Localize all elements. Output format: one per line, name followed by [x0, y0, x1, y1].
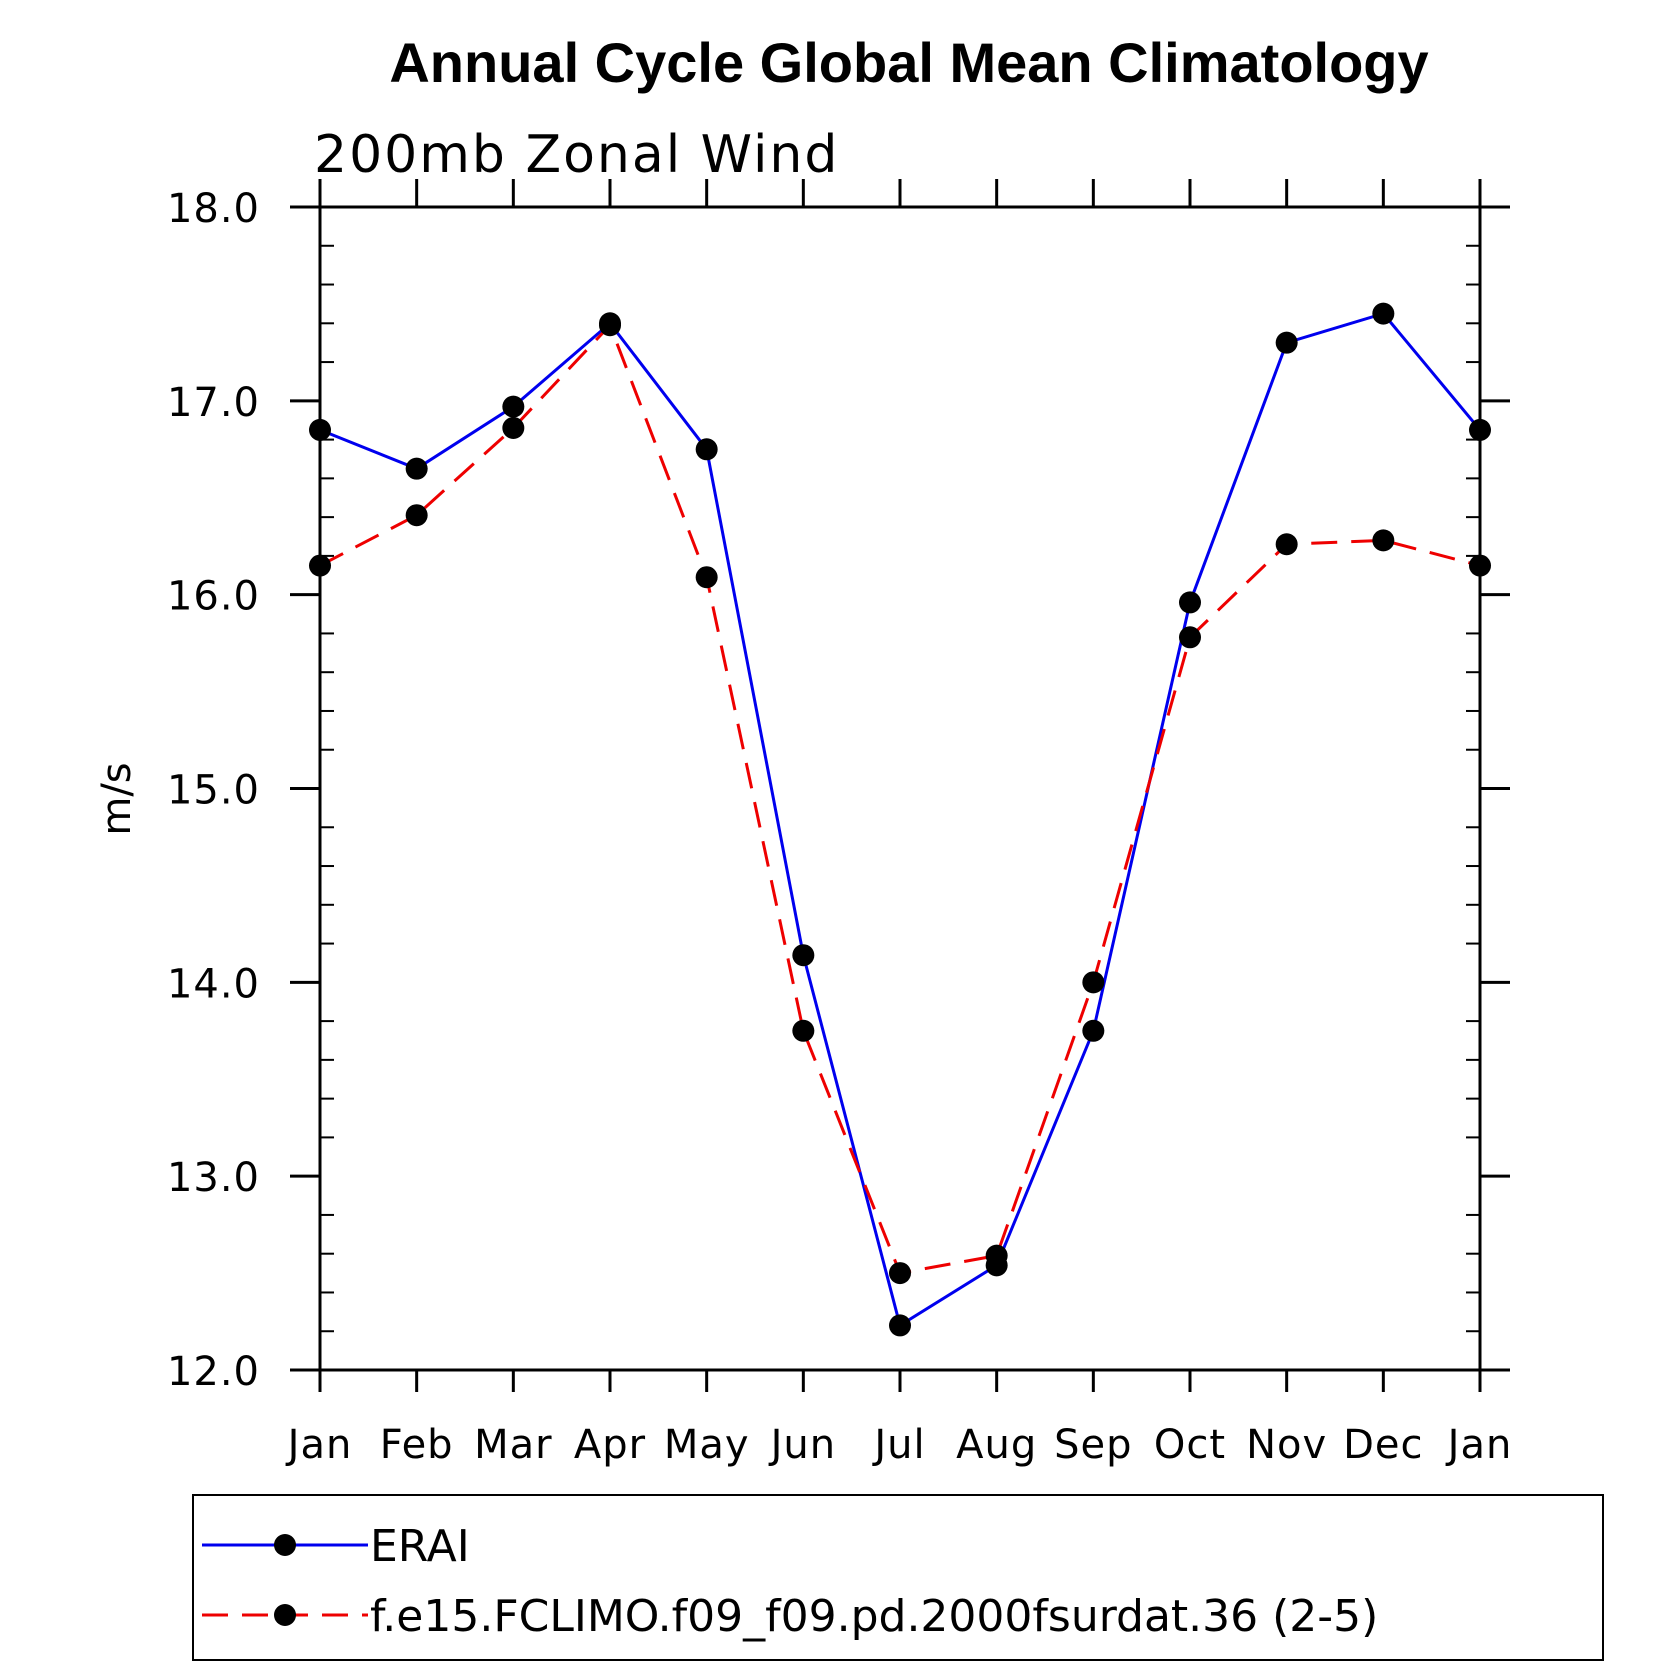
data-point — [1082, 1019, 1105, 1042]
series-line — [319, 322, 1481, 1275]
x-tick-label: Jan — [1445, 1422, 1513, 1468]
y-tick-label: 17.0 — [167, 380, 260, 426]
series-line — [319, 311, 1482, 1328]
x-tick-label: Dec — [1343, 1422, 1423, 1468]
chart-subtitle: 200mb Zonal Wind — [314, 125, 839, 185]
x-tick-label: Jun — [768, 1422, 837, 1468]
data-point — [1275, 331, 1298, 354]
data-point — [1372, 302, 1395, 325]
axes: Jan Feb Mar Apr May Jun Jul Aug Sep Oct Nov Dec Jan 1… — [167, 179, 1513, 1468]
data-point — [1082, 971, 1105, 994]
legend-label: ERAI — [370, 1521, 470, 1572]
y-tick-label: 13.0 — [167, 1155, 260, 1201]
x-tick-label: Jan — [285, 1422, 353, 1468]
y-tick-label: 16.0 — [167, 574, 260, 620]
plot-frame — [318, 205, 1482, 1372]
y-tick-label: 15.0 — [167, 768, 260, 814]
legend-box — [192, 1494, 1604, 1661]
x-tick-label: Aug — [956, 1422, 1037, 1468]
data-point — [889, 1262, 911, 1285]
x-tick-label: Feb — [380, 1422, 454, 1468]
x-tick-label: May — [664, 1422, 750, 1468]
data-point — [792, 1019, 815, 1042]
y-tick-label: 18.0 — [167, 186, 260, 232]
data-point — [405, 504, 428, 527]
x-tick-label: Oct — [1154, 1422, 1226, 1468]
data-point — [1469, 554, 1491, 577]
legend-label: f.e15.FCLIMO.f09_f09.pd.2000fsurdat.36 (… — [370, 1591, 1378, 1642]
x-tick-label: Nov — [1246, 1422, 1327, 1468]
data-point — [405, 457, 428, 480]
data-point — [599, 314, 621, 337]
data-point — [695, 566, 718, 589]
y-tick-label: 14.0 — [167, 961, 260, 1007]
y-tick-label: 12.0 — [167, 1349, 260, 1395]
x-tick-label: Apr — [574, 1422, 646, 1468]
data-point — [792, 944, 815, 967]
data-point — [502, 395, 525, 418]
data-point — [1372, 529, 1395, 552]
x-tick-label: Jul — [871, 1422, 925, 1468]
chart-title: Annual Cycle Global Mean Climatology — [389, 31, 1428, 94]
legend-marker — [274, 1534, 296, 1556]
data-point — [1275, 533, 1298, 556]
data-point — [889, 1314, 911, 1337]
data-point — [1469, 418, 1491, 441]
x-tick-label: Mar — [474, 1422, 552, 1468]
series-layer — [309, 302, 1491, 1337]
data-point — [1179, 626, 1201, 649]
data-point — [309, 418, 331, 441]
data-point — [985, 1244, 1008, 1267]
data-point — [1179, 591, 1201, 614]
data-point — [309, 554, 331, 577]
y-axis-label: m/s — [94, 762, 140, 835]
legend: ERAI f.e15.FCLIMO.f09_f09.pd.2000fsurdat.… — [192, 1494, 1604, 1661]
data-point — [502, 416, 525, 439]
data-point — [695, 438, 718, 461]
legend-marker — [274, 1604, 296, 1626]
x-tick-label: Sep — [1054, 1422, 1132, 1468]
